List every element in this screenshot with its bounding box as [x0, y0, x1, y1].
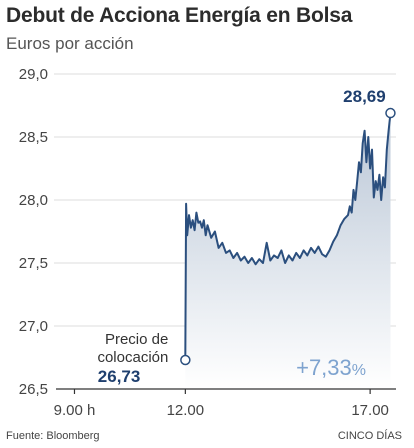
end-value-label: 28,69	[343, 87, 386, 106]
source-note: Fuente: Bloomberg	[6, 430, 100, 442]
x-axis-labels: 9.00 h 12.00 17.00	[54, 402, 389, 419]
series-line	[184, 112, 392, 361]
start-point-marker	[180, 354, 191, 366]
change-value: +7,33	[296, 355, 352, 380]
start-label-line2: colocación	[97, 349, 168, 366]
y-tick-label: 27,5	[19, 255, 48, 272]
x-tick-label: 12.00	[167, 402, 205, 419]
start-label-line1: Precio de	[105, 331, 168, 348]
series-area	[185, 113, 391, 389]
y-tick-label: 27,0	[19, 318, 48, 335]
change-unit: %	[352, 362, 366, 379]
start-value-label: 26,73	[98, 367, 141, 386]
end-point-marker	[385, 107, 396, 119]
x-tick-label: 9.00 h	[54, 402, 96, 419]
y-axis-labels: 29,0 28,5 28,0 27,5 27,0 26,5	[19, 66, 48, 398]
x-axis-ticks	[73, 389, 371, 394]
x-tick-label: 17.00	[351, 402, 389, 419]
y-tick-label: 28,0	[19, 192, 48, 209]
chart-subtitle: Euros por acción	[6, 34, 134, 53]
y-tick-label: 28,5	[19, 129, 48, 146]
y-tick-label: 26,5	[19, 381, 48, 398]
y-tick-label: 29,0	[19, 66, 48, 83]
chart-title: Debut de Acciona Energía en Bolsa	[6, 4, 353, 27]
brand-label: CINCO DÍAS	[337, 430, 402, 442]
change-percent-label: +7,33%	[296, 355, 366, 380]
